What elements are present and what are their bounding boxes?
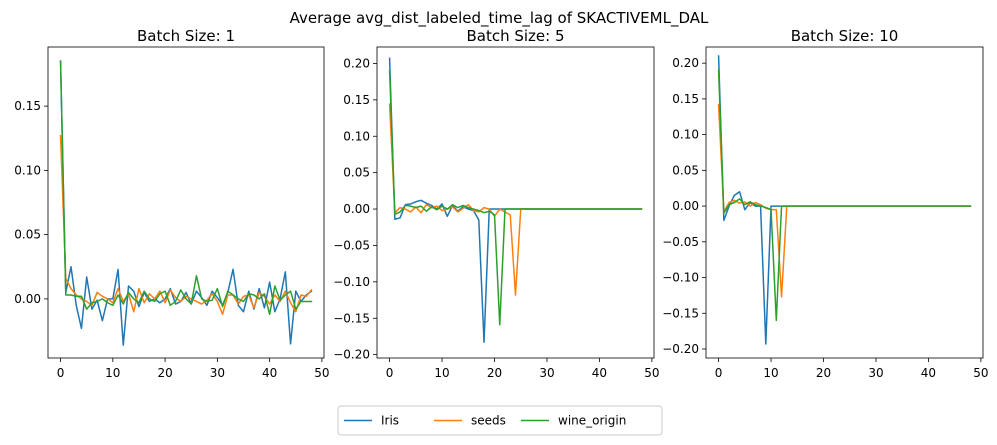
y-tick-label: 0.00: [14, 292, 41, 306]
x-tick-label: 40: [592, 366, 607, 380]
x-tick-label: 10: [763, 366, 778, 380]
series-line-wine-origin: [717, 69, 972, 322]
x-tick-label: 40: [262, 366, 277, 380]
x-tick-label: 0: [57, 366, 65, 380]
x-tick-label: 50: [314, 366, 329, 380]
y-tick-label: 0.05: [672, 163, 699, 177]
x-tick-label: 0: [386, 366, 394, 380]
subplot-title: Batch Size: 5: [466, 27, 564, 45]
x-tick-label: 10: [105, 366, 120, 380]
y-tick-label: −0.15: [333, 311, 370, 325]
y-tick-label: 0.00: [343, 202, 370, 216]
legend-box: [337, 405, 663, 436]
axes-frame: [376, 46, 655, 359]
series-line-seeds: [717, 103, 972, 298]
figure-suptitle: Average avg_dist_labeled_time_lag of SKA…: [290, 9, 709, 28]
x-tick-label: 20: [157, 366, 172, 380]
subplot-title: Batch Size: 10: [791, 27, 899, 45]
y-tick-label: −0.05: [662, 235, 699, 249]
y-tick-label: −0.15: [662, 306, 699, 320]
y-tick-label: 0.05: [14, 228, 41, 242]
x-tick-label: 10: [434, 366, 449, 380]
axes-frame: [705, 46, 984, 359]
x-tick-label: 50: [973, 366, 988, 380]
y-tick-label: −0.10: [333, 275, 370, 289]
axes-frame: [47, 46, 325, 359]
series-lines: [59, 60, 313, 346]
legend-label: wine_origin: [558, 414, 626, 428]
x-tick-label: 30: [210, 366, 225, 380]
series-line-wine-origin: [59, 60, 313, 316]
x-tick-label: 40: [921, 366, 936, 380]
series-line-iris: [59, 60, 313, 346]
legend-entry: Iris: [344, 414, 399, 428]
y-tick-label: 0.10: [14, 163, 41, 177]
subplot-2: Batch Size: 5 0 10 20 30 40 50 0.20 0.15 0.10 0.05…: [333, 27, 659, 380]
x-tick-label: 50: [644, 366, 659, 380]
y-tick-label: 0.20: [343, 56, 370, 70]
y-tick-label: 0.10: [343, 129, 370, 143]
y-tick-label: 0.15: [672, 92, 699, 106]
legend: Iris seeds wine_origin: [337, 405, 663, 436]
x-tick-label: 30: [539, 366, 554, 380]
y-tick-label: −0.10: [662, 271, 699, 285]
x-tick-label: 0: [715, 366, 723, 380]
legend-label: seeds: [471, 414, 506, 428]
y-tick-label: 0.05: [343, 166, 370, 180]
series-line-seeds: [388, 103, 643, 296]
subplot-3: Batch Size: 10 0 10 20 30 40 50 0.20 0.15 0.10 0.0…: [662, 27, 988, 380]
x-tick-label: 20: [816, 366, 831, 380]
legend-entry: wine_origin: [521, 414, 626, 428]
series-line-seeds: [59, 134, 313, 316]
y-tick-label: −0.20: [662, 342, 699, 356]
legend-entry: seeds: [434, 414, 506, 428]
series-line-iris: [717, 55, 972, 345]
y-tick-label: 0.20: [672, 56, 699, 70]
x-tick-label: 30: [868, 366, 883, 380]
subplot-title: Batch Size: 1: [137, 27, 235, 45]
series-line-iris: [388, 57, 643, 344]
y-tick-label: −0.20: [333, 348, 370, 362]
y-tick-label: 0.00: [672, 199, 699, 213]
series-lines: [717, 55, 972, 345]
y-tick-label: 0.15: [343, 93, 370, 107]
x-tick-label: 20: [487, 366, 502, 380]
y-tick-label: −0.05: [333, 238, 370, 252]
y-tick-label: 0.10: [672, 128, 699, 142]
y-tick-label: 0.15: [14, 99, 41, 113]
series-lines: [388, 57, 643, 344]
series-line-wine-origin: [388, 69, 643, 326]
subplot-1: Batch Size: 1 0 10 20 30 40 50 0.00 0.05 0.10 0.15: [14, 27, 329, 380]
subplot-panels: Batch Size: 10 10 20 30 40 500.000.050.100.15…: [14, 27, 988, 380]
legend-label: Iris: [381, 414, 399, 428]
